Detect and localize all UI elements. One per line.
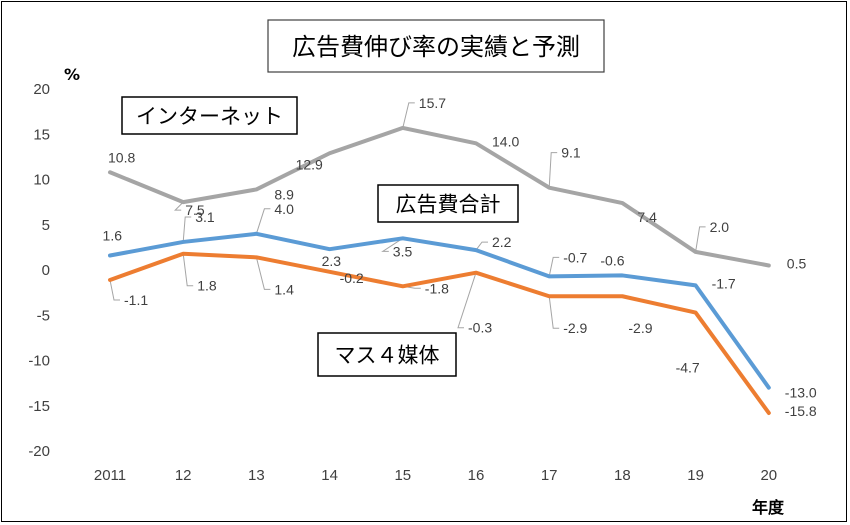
data-label-mass4: -15.8 [785, 403, 817, 419]
chart-title-box: 広告費伸び率の実績と予測 [267, 19, 605, 73]
data-label-internet: 15.7 [419, 95, 446, 111]
y-tick-label: 15 [33, 126, 50, 143]
series-name-box-total [377, 184, 519, 223]
data-label-leader [182, 253, 194, 287]
data-label-leader [173, 201, 184, 211]
series-line-mass4 [108, 251, 771, 415]
x-tick-label: 2011 [94, 467, 126, 484]
x-tick-label: 12 [175, 467, 192, 484]
data-label-mass4: 1.4 [274, 281, 294, 297]
data-label-internet: 9.1 [561, 145, 581, 161]
x-axis-unit: 年度 [752, 498, 785, 517]
data-label-total: -13.0 [785, 385, 817, 401]
series-line-total [108, 231, 771, 390]
y-axis-unit: % [64, 65, 80, 84]
x-tick-label: 20 [760, 467, 777, 484]
data-label-mass4: 1.8 [197, 278, 217, 294]
data-label-mass4: -2.9 [563, 320, 587, 336]
series-name-total: 広告費合計 [396, 193, 501, 217]
data-label-total: 1.6 [103, 228, 123, 244]
x-tick-label: 17 [541, 467, 558, 484]
data-label-internet: 8.9 [274, 186, 294, 202]
data-label-mass4: -4.7 [676, 360, 700, 376]
data-label-internet: 7.5 [185, 202, 205, 218]
x-tick-label: 13 [248, 467, 265, 484]
data-label-mass4: -0.3 [468, 320, 492, 336]
data-label-mass4: -2.9 [628, 320, 652, 336]
x-tick-label: 14 [321, 467, 338, 484]
data-label-total: -0.6 [600, 252, 624, 268]
data-label-mass4: -1.1 [124, 292, 148, 308]
data-label-internet: 2.0 [710, 219, 730, 235]
data-label-total: 3.5 [393, 243, 413, 259]
data-label-leader [548, 152, 558, 188]
y-tick-label: 10 [33, 172, 50, 189]
data-label-internet: 0.5 [787, 255, 807, 271]
x-tick-label: 19 [687, 467, 704, 484]
data-label-internet: 10.8 [108, 149, 135, 165]
data-label-leader [402, 102, 415, 129]
data-label-total: 2.2 [492, 234, 512, 250]
data-label-leader [475, 241, 488, 251]
data-label-leader [109, 279, 120, 301]
y-tick-label: -5 [37, 307, 50, 324]
x-tick-label: 16 [468, 467, 485, 484]
data-label-leader [381, 237, 404, 252]
data-label-leader [695, 226, 706, 252]
y-tick-label: -20 [28, 443, 50, 460]
series-name-internet: インターネット [136, 105, 283, 129]
data-label-leader [457, 272, 477, 329]
data-label-internet: 12.9 [296, 156, 323, 172]
x-tick-label: 18 [614, 467, 631, 484]
data-label-mass4: -0.2 [340, 270, 364, 286]
data-label-mass4: -1.8 [425, 280, 449, 296]
data-label-total: -1.7 [712, 275, 736, 291]
data-label-total: 2.3 [322, 253, 342, 269]
series-name-mass4: マス４媒体 [335, 344, 440, 368]
y-tick-label: -15 [28, 398, 50, 415]
x-tick-label: 15 [394, 467, 411, 484]
chart-title-frame [267, 19, 605, 73]
y-tick-label: 0 [42, 262, 50, 279]
series-line-internet [108, 125, 771, 268]
data-label-total: -0.7 [563, 249, 587, 265]
series-name-box-mass4 [317, 332, 457, 377]
chart-title: 広告費伸び率の実績と予測 [292, 33, 580, 61]
data-label-internet: 14.0 [492, 133, 519, 149]
data-label-total: 3.1 [195, 209, 215, 225]
y-tick-label: 5 [42, 217, 50, 234]
data-label-leader [255, 208, 271, 234]
series-name-box-internet [121, 96, 298, 135]
data-label-total: 4.0 [274, 201, 294, 217]
data-label-internet: 7.4 [637, 209, 657, 225]
data-label-leader [182, 216, 192, 242]
data-label-leader [548, 296, 560, 329]
data-label-leader [548, 256, 560, 277]
data-label-leader [255, 257, 271, 290]
y-tick-label: 20 [33, 81, 50, 98]
y-tick-label: -10 [28, 353, 50, 370]
